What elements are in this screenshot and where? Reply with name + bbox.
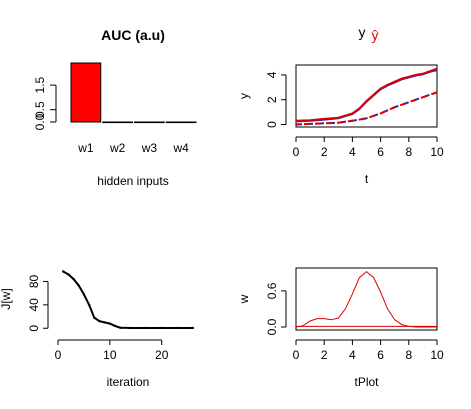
plot-box <box>295 64 438 128</box>
x-tick-label: 0 <box>293 145 300 159</box>
y-tick-label: 4 <box>265 71 279 78</box>
bar-w2 <box>102 121 133 124</box>
x-tick-label: 8 <box>405 145 412 159</box>
y-tick-label: 0 <box>27 325 41 332</box>
data-point <box>144 326 148 330</box>
x-tick-label: 2 <box>321 145 328 159</box>
data-point <box>103 321 106 324</box>
x-tick-label: 0 <box>293 348 300 362</box>
y-tick-label: 1.5 <box>33 76 47 93</box>
x-tick-label: 6 <box>377 145 384 159</box>
x-tick-label: 10 <box>430 145 444 159</box>
series-line-y <box>295 67 438 122</box>
data-point <box>77 284 80 287</box>
y-tick-label: 80 <box>27 274 41 288</box>
bar-w3 <box>134 121 165 124</box>
data-point <box>93 316 96 319</box>
legend-y: y <box>359 24 366 40</box>
y-tick-label: 0 <box>265 121 279 128</box>
x-tick-label: 4 <box>349 145 356 159</box>
bar-w1 <box>70 62 102 123</box>
x-tick-label: 10 <box>430 348 444 362</box>
data-point <box>108 322 112 325</box>
x-tick-label: 8 <box>405 348 412 362</box>
x-tick-label-w2: w2 <box>109 141 126 155</box>
x-tick-label: 20 <box>155 348 169 362</box>
y-tick-label: 2 <box>265 96 279 103</box>
x-tick-label-w3: w3 <box>141 141 158 155</box>
data-point <box>72 277 75 281</box>
y-tick-label: 0.0 <box>33 113 47 130</box>
y-tick-label: 40 <box>27 298 41 312</box>
data-point <box>176 326 179 330</box>
x-axis-label: t <box>365 172 369 186</box>
data-point <box>87 303 91 307</box>
plot-box <box>295 267 438 331</box>
data-point <box>160 326 163 330</box>
data-point <box>82 293 86 296</box>
x-axis-label: hidden inputs <box>97 174 168 188</box>
series-line-y-blue <box>295 69 438 123</box>
data-point <box>113 324 117 328</box>
data-point <box>98 320 101 323</box>
y-axis-label: w <box>237 294 251 304</box>
data-point <box>67 273 70 276</box>
data-point <box>129 326 132 330</box>
x-tick-label: 4 <box>349 348 356 362</box>
y-tick-label: 0.5 <box>33 101 47 118</box>
data-point <box>119 326 122 329</box>
x-axis-label: tPlot <box>354 375 379 389</box>
series-line-w1 <box>295 270 437 328</box>
x-tick-label: 10 <box>103 348 117 362</box>
bar-w4 <box>165 121 197 124</box>
x-tick-label: 2 <box>321 348 328 362</box>
y-axis-label: J[w] <box>0 288 13 309</box>
y-tick-label: 0.0 <box>265 318 279 335</box>
x-tick-label: 6 <box>377 348 384 362</box>
y-tick-label: 0.6 <box>265 282 279 299</box>
x-tick-label-w1: w1 <box>77 141 94 155</box>
legend-yhat: ŷ <box>372 27 379 43</box>
data-point <box>61 270 65 273</box>
y-axis-label: y <box>237 93 251 99</box>
x-tick-label: 0 <box>55 348 62 362</box>
chart-title: AUC (a.u) <box>101 27 165 43</box>
series-line-yhat <box>295 91 438 126</box>
series-line-cost <box>62 270 193 329</box>
x-tick-label-w4: w4 <box>172 141 189 155</box>
x-axis-label: iteration <box>107 375 150 389</box>
data-point <box>191 326 195 330</box>
